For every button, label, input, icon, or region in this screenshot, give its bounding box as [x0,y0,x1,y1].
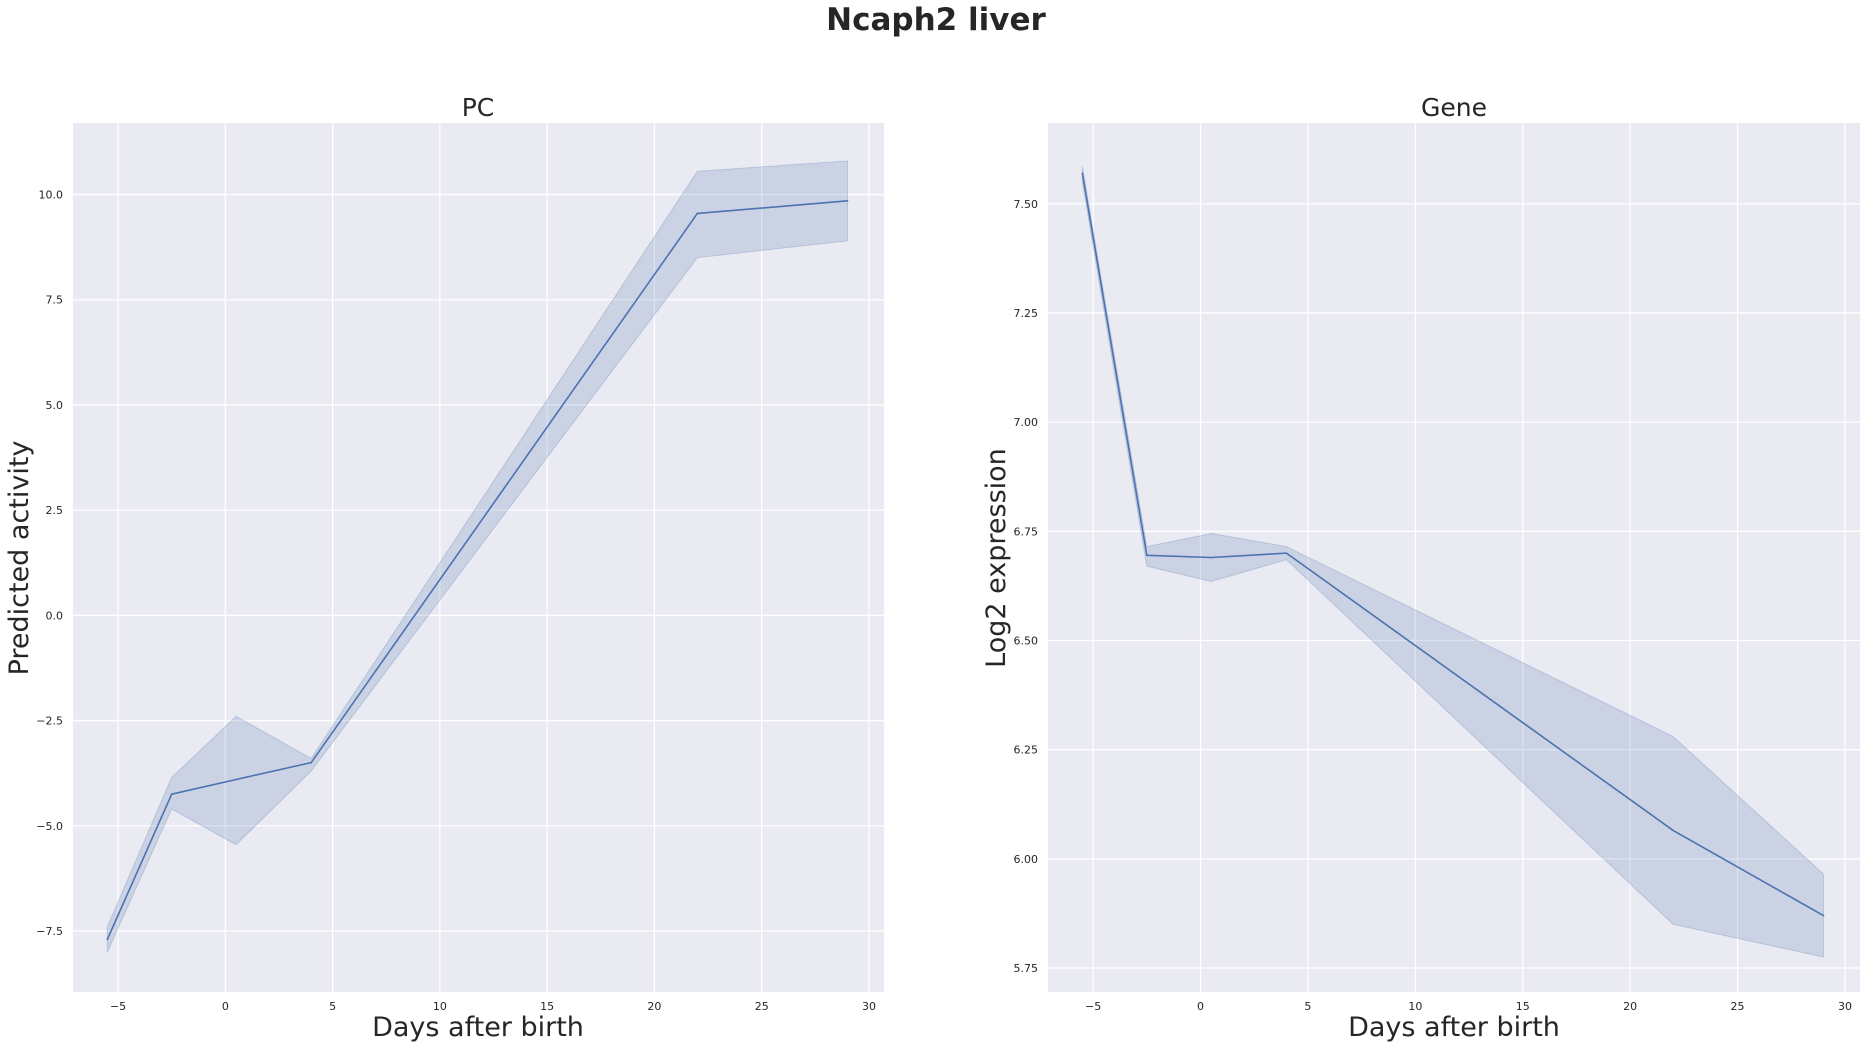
gene-data-point [1146,554,1148,557]
pc-y-tick-label: −5.0 [36,820,63,833]
pc-confidence-band [106,160,849,953]
gene-y-axis-label: Log2 expression [981,448,1012,668]
gene-plot-area [1048,123,1860,992]
gene-series-line [1081,173,1824,917]
gene-confidence-band [1081,166,1824,958]
pc-x-tick-label: 0 [222,1000,229,1013]
pc-x-tick-label: 25 [755,1000,769,1013]
gene-y-tick-label: 6.25 [1014,744,1039,757]
gene-x-tick-label: 20 [1623,1000,1637,1013]
gene-y-tick-label: 6.50 [1014,634,1039,647]
pc-data-point [310,761,312,764]
pc-x-tick-label: 15 [540,1000,554,1013]
pc-y-tick-label: −7.5 [36,925,63,938]
pc-y-tick-label: 7.5 [46,294,64,307]
pc-y-tick-label: 2.5 [46,504,64,517]
gene-data-point [1672,829,1674,832]
pc-series-line [106,200,848,940]
pc-x-tick-label: 30 [862,1000,876,1013]
pc-panel-title: PC [462,93,495,122]
gene-x-tick-label: 30 [1838,1000,1852,1013]
pc-x-tick-label: 20 [647,1000,661,1013]
gene-y-tick-label: 6.75 [1014,525,1039,538]
gene-x-tick-label: 5 [1304,1000,1311,1013]
gene-x-tick-label: −5 [1085,1000,1101,1013]
pc-data-point [696,212,699,215]
figure-suptitle: Ncaph2 liver [826,2,1046,38]
gene-y-tick-label: 7.25 [1014,307,1039,320]
pc-data-point [235,778,237,781]
gene-x-tick-label: 10 [1408,1000,1422,1013]
gene-data-point [1210,556,1213,559]
pc-x-tick-label: −5 [110,1000,126,1013]
pc-data-point [846,200,849,202]
gene-data-point [1285,552,1288,554]
gene-y-tick-label: 5.75 [1014,962,1039,975]
pc-data-point [106,938,109,941]
gene-y-tick-label: 6.00 [1014,853,1039,866]
gene-data-point [1822,914,1825,917]
pc-y-axis-label: Predicted activity [4,441,35,676]
pc-x-tick-label: 5 [329,1000,336,1013]
gene-y-tick-label: 7.50 [1014,198,1039,211]
gene-x-axis-label: Days after birth [1348,1012,1560,1043]
pc-x-axis-label: Days after birth [372,1012,584,1043]
gene-data-point [1081,172,1084,175]
gene-panel: −5 0 5 10 15 20 25 30 5.75 6.00 6.25 6.50 6.75 7.00 7.… [981,93,1860,1043]
pc-y-tick-label: −2.5 [36,715,63,728]
pc-x-tick-label: 10 [433,1000,447,1013]
pc-data-point [170,793,173,796]
pc-plot-area [73,123,884,992]
gene-panel-title: Gene [1421,93,1487,122]
gene-y-tick-label: 7.00 [1014,416,1039,429]
pc-panel: −5 0 5 10 15 20 25 30 −7.5 −5.0 −2.5 0.0 2.5 5.0 7.5 10… [4,93,884,1043]
pc-y-tick-label: 0.0 [46,609,64,622]
pc-y-tick-label: 5.0 [46,399,64,412]
gene-x-tick-label: 0 [1197,1000,1204,1013]
gene-x-tick-label: 15 [1516,1000,1530,1013]
gene-x-tick-label: 25 [1731,1000,1745,1013]
pc-y-tick-label: 10.0 [39,189,64,202]
